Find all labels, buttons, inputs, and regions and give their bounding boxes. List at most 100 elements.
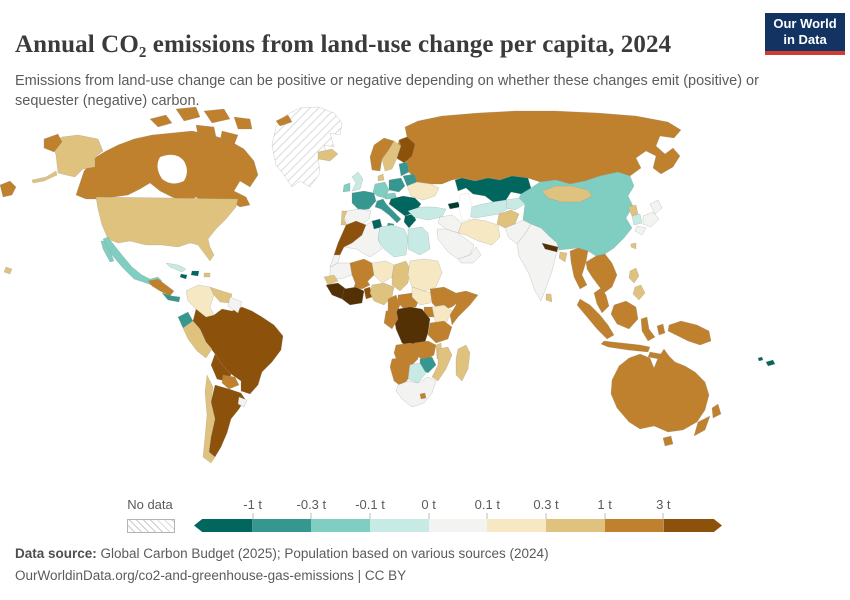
- country-costa-rica-panama[interactable]: [161, 292, 181, 303]
- country-tasmania[interactable]: [662, 435, 674, 447]
- country-brazil[interactable]: [192, 306, 284, 395]
- country-baltics[interactable]: [398, 161, 410, 177]
- legend-bin[interactable]: [252, 519, 312, 532]
- legend-bin[interactable]: [663, 519, 723, 532]
- country-puerto-rico[interactable]: [203, 272, 211, 278]
- country-mongolia[interactable]: [541, 185, 593, 203]
- country-malay-peninsula[interactable]: [593, 287, 610, 314]
- country-canada-arctic-islands[interactable]: [203, 108, 231, 124]
- country-uzbekistan-turkmenistan[interactable]: [465, 199, 510, 219]
- country-aleutian-islands[interactable]: [31, 170, 58, 184]
- country-somalia[interactable]: [449, 290, 479, 326]
- country-canada-arctic-islands[interactable]: [175, 106, 201, 122]
- legend-bin[interactable]: [546, 519, 605, 532]
- country-spain[interactable]: [343, 208, 372, 228]
- country-usa[interactable]: [95, 196, 239, 262]
- country-mali[interactable]: [349, 258, 375, 286]
- country-indonesia-borneo[interactable]: [610, 300, 639, 330]
- country-indonesia-sumatra[interactable]: [576, 298, 615, 340]
- country-yemen-oman[interactable]: [457, 246, 482, 264]
- country-nepal[interactable]: [541, 242, 559, 253]
- country-denmark[interactable]: [377, 173, 385, 182]
- country-japan[interactable]: [649, 199, 663, 215]
- country-burkina-faso[interactable]: [353, 278, 371, 290]
- country-chukotka-east[interactable]: [43, 133, 63, 153]
- country-libya[interactable]: [377, 224, 409, 258]
- country-finland[interactable]: [396, 136, 416, 164]
- legend-bin[interactable]: [428, 519, 488, 532]
- country-central-america[interactable]: [147, 278, 175, 297]
- country-hawaii[interactable]: [3, 266, 13, 275]
- country-niger[interactable]: [371, 260, 395, 284]
- country-zambia[interactable]: [413, 340, 437, 362]
- country-tanzania[interactable]: [427, 320, 453, 344]
- country-kazakhstan[interactable]: [454, 175, 532, 203]
- legend-bin[interactable]: [604, 519, 664, 532]
- country-russia[interactable]: [394, 110, 682, 185]
- country-saudi-arabia[interactable]: [436, 228, 475, 260]
- legend-no-data[interactable]: No data: [125, 497, 175, 533]
- country-kyrgyzstan-tajikistan[interactable]: [505, 197, 526, 211]
- country-indochina[interactable]: [585, 253, 618, 294]
- legend-bin[interactable]: [487, 519, 547, 532]
- country-indonesia-java[interactable]: [600, 340, 651, 353]
- country-france[interactable]: [351, 190, 377, 211]
- country-morocco[interactable]: [333, 220, 367, 256]
- owid-url-link[interactable]: OurWorldinData.org/co2-and-greenhouse-ga…: [15, 568, 407, 583]
- country-new-guinea[interactable]: [667, 320, 712, 346]
- country-ivory-coast-ghana[interactable]: [341, 286, 365, 306]
- country-australia[interactable]: [610, 348, 710, 433]
- country-chad[interactable]: [391, 260, 411, 292]
- country-south-africa[interactable]: [395, 376, 437, 408]
- country-iran[interactable]: [457, 218, 501, 246]
- country-egypt[interactable]: [407, 226, 431, 256]
- country-poland[interactable]: [388, 177, 406, 193]
- country-madagascar[interactable]: [455, 344, 471, 382]
- no-data-swatch[interactable]: [127, 519, 175, 533]
- country-myanmar[interactable]: [569, 247, 589, 290]
- country-japan[interactable]: [642, 211, 660, 228]
- country-canada-arctic-islands[interactable]: [195, 124, 217, 138]
- country-kenya[interactable]: [431, 304, 453, 326]
- country-fiji[interactable]: [765, 359, 776, 367]
- country-timor[interactable]: [647, 351, 662, 360]
- country-indonesia-moluccas[interactable]: [656, 323, 666, 336]
- country-iceland[interactable]: [317, 148, 339, 162]
- country-chile[interactable]: [202, 374, 216, 464]
- country-russia-chukotka[interactable]: [0, 180, 17, 198]
- country-mozambique[interactable]: [431, 346, 453, 382]
- country-fiji[interactable]: [757, 356, 764, 362]
- country-ukraine[interactable]: [406, 181, 440, 201]
- country-ireland[interactable]: [342, 182, 351, 193]
- country-india[interactable]: [516, 223, 560, 302]
- country-ellesmere[interactable]: [275, 114, 293, 127]
- country-congo-gabon[interactable]: [383, 308, 399, 330]
- country-senegal[interactable]: [323, 274, 339, 286]
- country-turkey[interactable]: [407, 206, 447, 221]
- owid-logo[interactable]: Our World in Data: [765, 13, 845, 55]
- legend-bin[interactable]: [311, 519, 371, 532]
- country-canada-arctic-islands[interactable]: [219, 130, 239, 146]
- country-cuba[interactable]: [165, 262, 187, 273]
- country-haiti[interactable]: [190, 270, 200, 277]
- country-japan[interactable]: [634, 225, 647, 236]
- country-jamaica[interactable]: [179, 273, 188, 280]
- country-sri-lanka[interactable]: [545, 293, 553, 303]
- country-lesotho[interactable]: [419, 392, 427, 400]
- country-new-zealand[interactable]: [711, 403, 722, 419]
- country-paraguay[interactable]: [221, 374, 240, 390]
- country-guyanas[interactable]: [227, 296, 243, 314]
- country-mexico-baja[interactable]: [100, 240, 115, 263]
- country-philippines[interactable]: [632, 284, 646, 301]
- country-indonesia-sulawesi[interactable]: [640, 316, 656, 342]
- country-greenland[interactable]: [271, 106, 343, 188]
- legend-bin[interactable]: [370, 519, 429, 532]
- country-south-korea[interactable]: [631, 213, 643, 226]
- country-portugal[interactable]: [340, 210, 348, 226]
- country-georgia[interactable]: [447, 201, 461, 210]
- country-new-zealand[interactable]: [693, 415, 711, 437]
- country-canada-arctic-islands[interactable]: [149, 114, 173, 128]
- country-italy[interactable]: [374, 198, 402, 224]
- country-north-korea[interactable]: [627, 204, 639, 217]
- country-bangladesh[interactable]: [558, 251, 568, 263]
